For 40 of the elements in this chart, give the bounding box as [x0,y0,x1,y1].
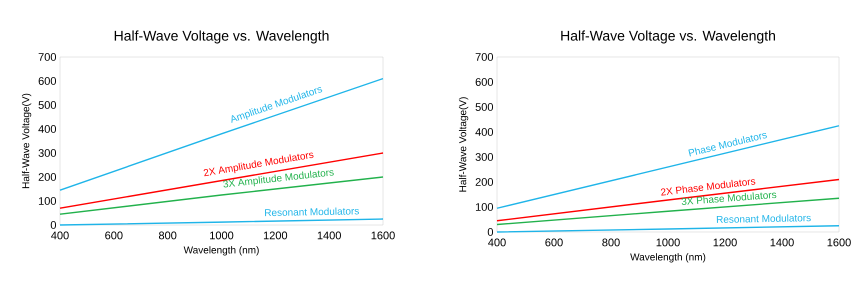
y-tick-label: 100 [476,203,494,211]
x-tick-label: 1200 [264,232,288,240]
x-tick-label: 1000 [210,232,234,240]
y-tick-label: 600 [38,77,56,85]
y-axis-title: Half-Wave Voltage(V) [458,97,468,192]
y-tick-label: 400 [38,125,56,133]
y-tick-label: 400 [475,128,494,136]
y-axis-title: Half-Wave Voltage(V) [22,94,32,188]
x-axis-title: Wavelength (nm) [184,246,259,256]
y-tick-label: 300 [38,149,56,157]
x-tick-label: 1400 [318,232,341,240]
y-tick-label: 200 [38,173,56,181]
y-tick-label: 300 [476,153,494,161]
x-axis-title: Wavelength (nm) [630,253,706,263]
x-tick-label: 800 [602,238,620,246]
series-label: Resonant Modulators [716,214,811,223]
y-tick-label: 0 [50,221,56,229]
series-label: Resonant Modulators [265,208,359,216]
x-tick-label: 600 [545,238,563,246]
x-tick-label: 1600 [372,232,395,240]
text: Phase Modulators [688,132,767,156]
chart-title: Half-Wave Voltage vs. Wavelength [114,30,328,44]
x-tick-label: 1600 [828,238,851,246]
y-tick-label: 700 [38,53,56,61]
y-tick-label: 500 [38,101,56,109]
x-tick-label: 400 [51,232,69,240]
x-tick-label: 1200 [714,238,737,246]
y-tick-label: 600 [476,78,494,86]
x-tick-label: 600 [105,232,123,240]
x-tick-label: 400 [488,238,506,246]
y-tick-label: 500 [476,103,494,111]
y-tick-label: 200 [476,178,494,186]
x-tick-label: 800 [158,232,176,240]
x-tick-label: 1000 [656,238,680,246]
series-label: 3X Phase Modulators [682,192,776,205]
y-tick-label: 100 [38,197,56,205]
chart-title: Half-Wave Voltage vs. Wavelength [561,30,775,44]
x-tick-label: 1400 [770,238,794,246]
y-tick-label: 0 [488,228,494,236]
y-tick-label: 700 [476,53,494,61]
